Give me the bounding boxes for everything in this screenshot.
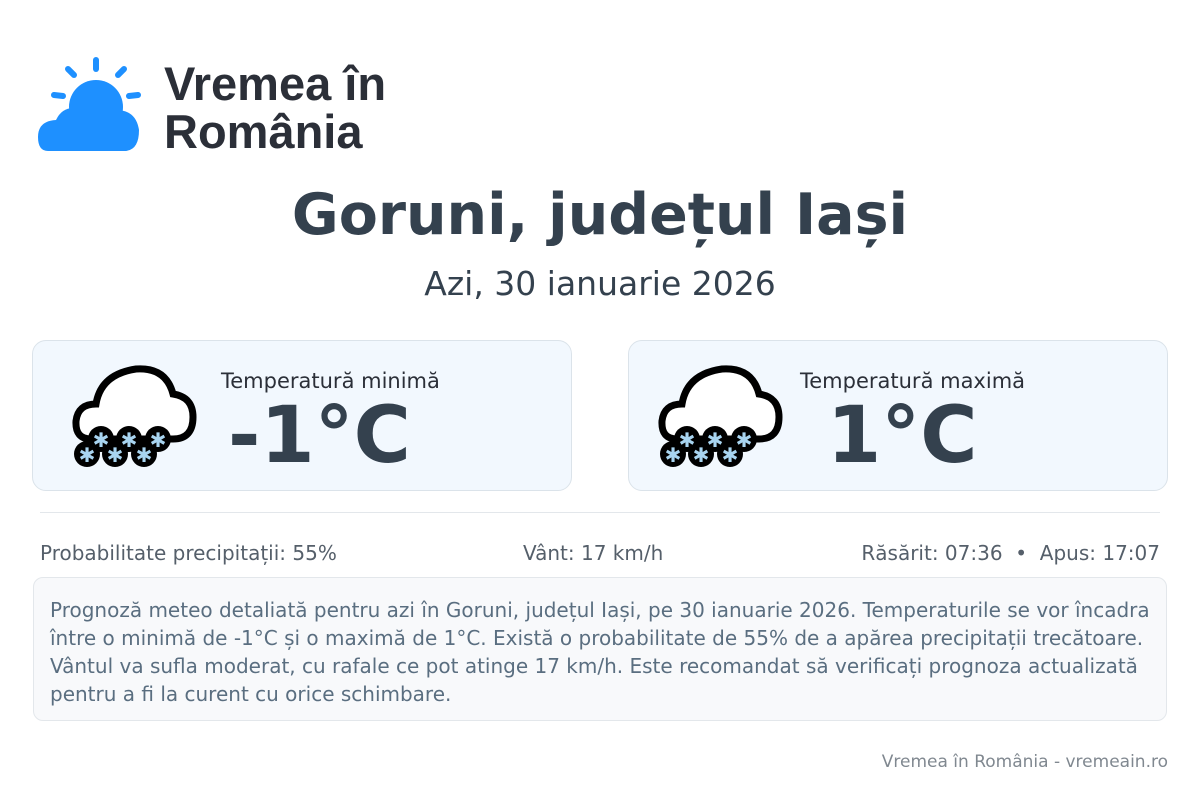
svg-text:✱: ✱	[679, 428, 696, 452]
precipitation-stat: Probabilitate precipitații: 55%	[40, 541, 337, 565]
max-temp-card: ✱ ✱ ✱ ✱ ✱ ✱ Temperatură maximă 1°C	[628, 340, 1168, 491]
svg-text:✱: ✱	[722, 443, 739, 467]
snow-cloud-icon: ✱ ✱ ✱✱ ✱ ✱	[658, 365, 783, 467]
min-temp-card: ✱ ✱ ✱ ✱ ✱ ✱ Temperatură minimă -1°C	[32, 340, 572, 491]
logo-line1: Vremea în	[164, 57, 387, 110]
snow-cloud-icon: ✱ ✱ ✱✱ ✱ ✱	[72, 365, 197, 467]
min-temp-value: -1°C	[228, 391, 411, 481]
max-temp-value: 1°C	[827, 391, 978, 481]
sunrise-sunset-stat: Răsărit: 07:36 • Apus: 17:07	[861, 541, 1160, 565]
footer-credit[interactable]: Vremea în România - vremeain.ro	[881, 752, 1168, 772]
logo-line2: România	[164, 105, 363, 158]
svg-text:✱: ✱	[93, 428, 110, 452]
svg-text:✱: ✱	[665, 443, 682, 467]
svg-text:✱: ✱	[121, 428, 138, 452]
svg-text:✱: ✱	[107, 443, 124, 467]
svg-text:✱: ✱	[707, 428, 724, 452]
date-subtitle: Azi, 30 ianuarie 2026	[424, 264, 776, 303]
page-title: Goruni, județul Iași	[291, 182, 909, 248]
divider	[40, 512, 1160, 513]
svg-text:✱: ✱	[79, 443, 96, 467]
logo[interactable]: Vremea în România	[36, 55, 386, 156]
forecast-description: Prognoză meteo detaliată pentru azi în G…	[33, 577, 1167, 721]
svg-text:✱: ✱	[736, 428, 753, 452]
max-temp-label: Temperatură maximă	[800, 369, 1026, 393]
wind-stat: Vânt: 17 km/h	[523, 541, 664, 565]
svg-text:✱: ✱	[693, 443, 710, 467]
svg-text:✱: ✱	[136, 443, 153, 467]
svg-text:✱: ✱	[150, 428, 167, 452]
min-temp-label: Temperatură minimă	[221, 369, 440, 393]
sun-cloud-logo-icon	[38, 57, 141, 151]
